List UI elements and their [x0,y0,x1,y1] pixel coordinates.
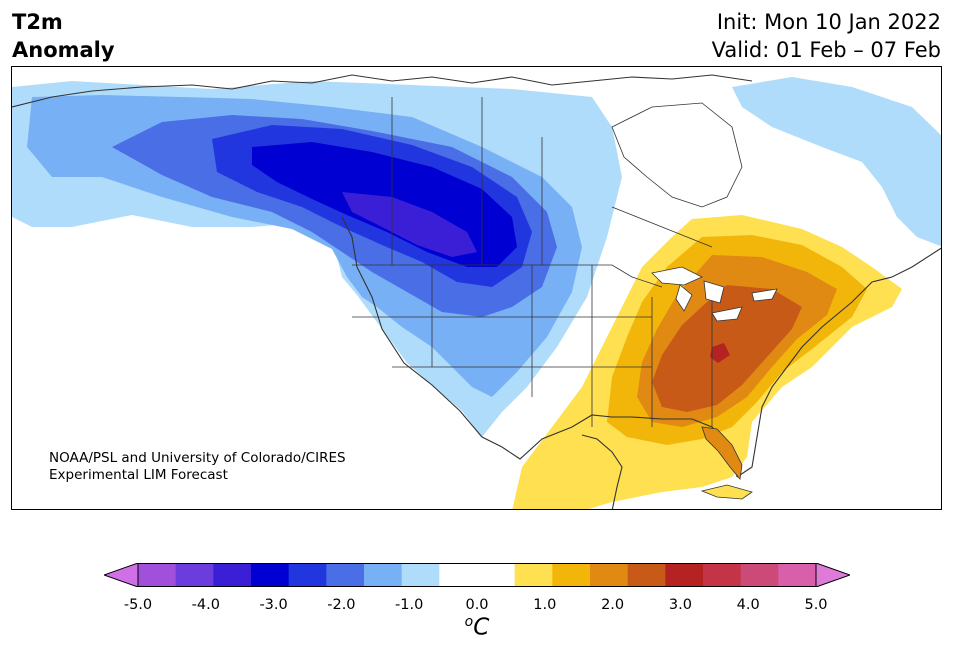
colorbar-tick-label: 0.0 [465,597,489,613]
colorbar-segment [213,563,252,587]
colorbar-tick-label: -5.0 [123,597,153,613]
colorbar-segment [326,563,365,587]
colorbar-segment [288,563,327,587]
colorbar-segment [401,563,440,587]
title-variable: T2m [12,10,63,34]
forecast-dates: Init: Mon 10 Jan 2022 Valid: 01 Feb – 07… [712,8,941,64]
credit-text: NOAA/PSL and University of Colorado/CIRE… [49,450,346,484]
colorbar-segment [439,563,478,587]
title-anomaly: Anomaly [12,38,115,62]
credit-line-2: Experimental LIM Forecast [49,467,228,483]
colorbar [104,563,850,587]
colorbar-over-arrow [815,563,850,587]
colorbar-segment [552,563,591,587]
colorbar-segment [778,563,817,587]
colorbar-segment [703,563,742,587]
cold-anomaly-level-6 [342,192,477,257]
colorbar-segment [138,563,177,587]
colorbar-segment [364,563,403,587]
colorbar-tick-label: -1.0 [395,597,424,613]
colorbar-tick-label: 5.0 [804,597,828,613]
colorbar-segment [627,563,666,587]
colorbar-tick-label: -3.0 [259,597,288,613]
colorbar-frame [137,563,817,587]
cold-anomaly-level-1-east [732,77,941,247]
colorbar-segment [175,563,214,587]
anomaly-map [11,66,942,510]
credit-line-1: NOAA/PSL and University of Colorado/CIRE… [49,450,346,466]
great-lakes [651,266,778,322]
colorbar-tick-label: -4.0 [191,597,220,613]
colorbar-tick-label: 4.0 [736,597,760,613]
colorbar-segment [514,563,553,587]
unit-degree: o [464,614,474,630]
init-date: Init: Mon 10 Jan 2022 [716,10,941,34]
valid-range: Valid: 01 Feb – 07 Feb [711,38,941,62]
coastlines [12,74,941,509]
unit-letter: C [473,614,490,641]
florida [701,426,743,480]
colorbar-tick-label: 2.0 [601,597,625,613]
map-title: T2m Anomaly [12,8,115,64]
colorbar-tick-label: 1.0 [533,597,557,613]
cuba [700,484,753,500]
colorbar-segment [590,563,629,587]
colorbar-under-arrow [104,563,139,587]
colorbar-tick-label: -2.0 [327,597,356,613]
colorbar-segment [477,563,516,587]
colorbar-segment [740,563,779,587]
colorbar-segment [251,563,290,587]
warm-anomaly-level-5 [710,343,730,363]
colorbar-unit: oC [465,614,490,641]
warm-anomaly-level-4 [652,285,802,412]
political-borders [352,97,713,427]
colorbar-tick-label: 3.0 [668,597,692,613]
map-svg [12,74,941,509]
colorbar-segment [665,563,704,587]
hudson-bay [611,102,743,208]
